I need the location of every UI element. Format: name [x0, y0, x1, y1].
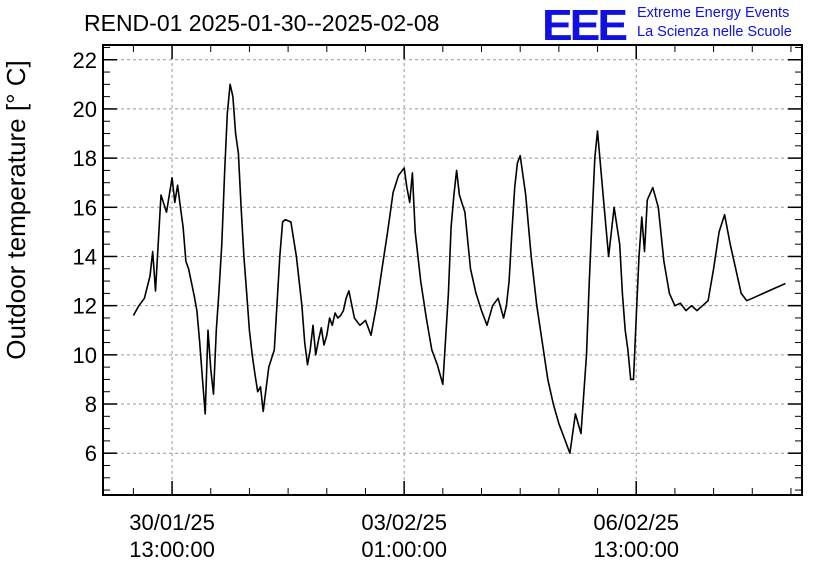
- tagline-line-2: La Scienza nelle Scuole: [637, 24, 792, 40]
- grid-lines: [103, 45, 802, 495]
- y-tick-label: 16: [73, 195, 97, 220]
- chart-title: REND-01 2025-01-30--2025-02-08: [84, 10, 440, 36]
- x-tick-date: 30/01/25: [129, 510, 215, 535]
- x-tick-labels: 30/01/2513:00:0003/02/2501:00:0006/02/25…: [129, 510, 679, 562]
- y-tick-label: 8: [85, 392, 97, 417]
- y-tick-label: 20: [73, 97, 97, 122]
- y-tick-label: 18: [73, 146, 97, 171]
- plot-frame: [102, 44, 803, 496]
- tagline-line-1: Extreme Energy Events: [637, 5, 790, 21]
- y-tick-label: 14: [73, 244, 97, 269]
- y-tick-label: 10: [73, 343, 97, 368]
- series-line: [132, 83, 786, 454]
- axis-ticks: [103, 45, 802, 495]
- y-axis-label: Outdoor temperature [° C]: [1, 60, 31, 359]
- y-tick-label: 12: [73, 294, 97, 319]
- x-tick-date: 06/02/25: [593, 510, 679, 535]
- logo-tagline: Extreme Energy Events La Scienza nelle S…: [637, 4, 792, 42]
- y-tick-labels: 6 8 10 12 14 16 18 20 22: [73, 48, 97, 466]
- x-tick-date: 03/02/25: [361, 510, 447, 535]
- x-tick-time: 13:00:00: [593, 537, 679, 562]
- eee-logo: EEE: [542, 0, 628, 50]
- x-tick-time: 01:00:00: [361, 537, 447, 562]
- y-tick-label: 22: [73, 48, 97, 73]
- y-tick-label: 6: [85, 441, 97, 466]
- x-tick-time: 13:00:00: [129, 537, 215, 562]
